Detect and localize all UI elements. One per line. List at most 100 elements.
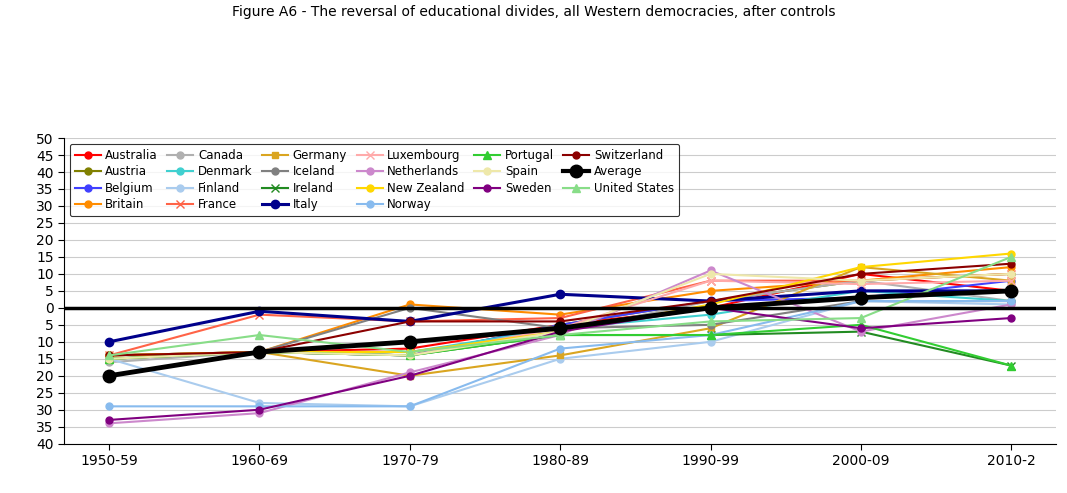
Spain <box>403 352 416 358</box>
New Zealand <box>554 329 567 335</box>
Average <box>253 349 266 355</box>
Britain <box>253 349 266 355</box>
Sweden <box>102 417 115 423</box>
Ireland <box>855 329 867 335</box>
New Zealand <box>253 349 266 355</box>
Luxembourg <box>855 281 867 287</box>
Sweden <box>1005 315 1018 321</box>
Belgium <box>704 298 717 304</box>
Luxembourg <box>704 278 717 283</box>
Austria <box>253 349 266 355</box>
Italy <box>403 318 416 324</box>
Line: Ireland: Ireland <box>105 327 1016 370</box>
Line: Spain: Spain <box>106 271 1015 362</box>
Germany <box>403 373 416 379</box>
Line: Canada: Canada <box>106 277 1015 366</box>
United States <box>253 332 266 338</box>
Ireland <box>1005 363 1018 369</box>
Line: Germany: Germany <box>106 264 1015 379</box>
Germany <box>554 352 567 358</box>
Finland <box>855 298 867 304</box>
New Zealand <box>102 352 115 358</box>
Spain <box>554 329 567 335</box>
Belgium <box>403 352 416 358</box>
Denmark <box>1005 298 1018 304</box>
Portugal <box>253 349 266 355</box>
Belgium <box>554 322 567 328</box>
Norway <box>403 403 416 409</box>
Finland <box>554 356 567 362</box>
Norway <box>102 403 115 409</box>
Line: Belgium: Belgium <box>106 277 1015 359</box>
Line: Luxembourg: Luxembourg <box>105 277 1016 363</box>
Line: Average: Average <box>102 284 1018 382</box>
United States <box>102 352 115 358</box>
Netherlands <box>704 268 717 274</box>
Finland <box>1005 302 1018 308</box>
Ireland <box>102 356 115 362</box>
Sweden <box>704 305 717 311</box>
United States <box>1005 254 1018 260</box>
Line: Portugal: Portugal <box>105 320 1016 370</box>
Line: Norway: Norway <box>106 298 1015 410</box>
Switzerland <box>403 318 416 324</box>
Netherlands <box>855 329 867 335</box>
Line: Iceland: Iceland <box>106 298 1015 362</box>
Belgium <box>1005 278 1018 283</box>
Switzerland <box>704 298 717 304</box>
Spain <box>855 278 867 283</box>
Portugal <box>855 322 867 328</box>
Netherlands <box>102 421 115 426</box>
Luxembourg <box>1005 278 1018 283</box>
France <box>102 352 115 358</box>
Denmark <box>554 325 567 331</box>
Sweden <box>554 329 567 335</box>
Italy <box>1005 288 1018 294</box>
Finland <box>403 403 416 409</box>
Portugal <box>403 352 416 358</box>
Norway <box>253 403 266 409</box>
Luxembourg <box>403 352 416 358</box>
Finland <box>102 356 115 362</box>
Ireland <box>554 332 567 338</box>
Sweden <box>855 325 867 331</box>
Italy <box>704 298 717 304</box>
France <box>554 315 567 321</box>
France <box>403 318 416 324</box>
Italy <box>855 288 867 294</box>
Average <box>855 295 867 301</box>
Australia <box>1005 288 1018 294</box>
Luxembourg <box>102 356 115 362</box>
Average <box>1005 288 1018 294</box>
Britain <box>102 352 115 358</box>
Finland <box>704 339 717 345</box>
Spain <box>102 356 115 362</box>
Luxembourg <box>554 325 567 331</box>
Netherlands <box>253 410 266 416</box>
Iceland <box>253 349 266 355</box>
Norway <box>554 346 567 352</box>
Norway <box>704 332 717 338</box>
Norway <box>855 298 867 304</box>
Austria <box>403 352 416 358</box>
Line: United States: United States <box>105 253 1016 359</box>
Denmark <box>253 349 266 355</box>
Portugal <box>554 332 567 338</box>
Switzerland <box>102 352 115 358</box>
Ireland <box>704 332 717 338</box>
Line: Finland: Finland <box>106 298 1015 410</box>
Austria <box>704 298 717 304</box>
Sweden <box>253 407 266 413</box>
New Zealand <box>1005 250 1018 256</box>
Average <box>554 325 567 331</box>
Belgium <box>102 352 115 358</box>
Germany <box>1005 278 1018 283</box>
New Zealand <box>855 264 867 270</box>
Portugal <box>704 332 717 338</box>
Britain <box>403 302 416 308</box>
France <box>1005 271 1018 277</box>
Spain <box>253 349 266 355</box>
Canada <box>554 329 567 335</box>
Britain <box>855 278 867 283</box>
Iceland <box>855 298 867 304</box>
